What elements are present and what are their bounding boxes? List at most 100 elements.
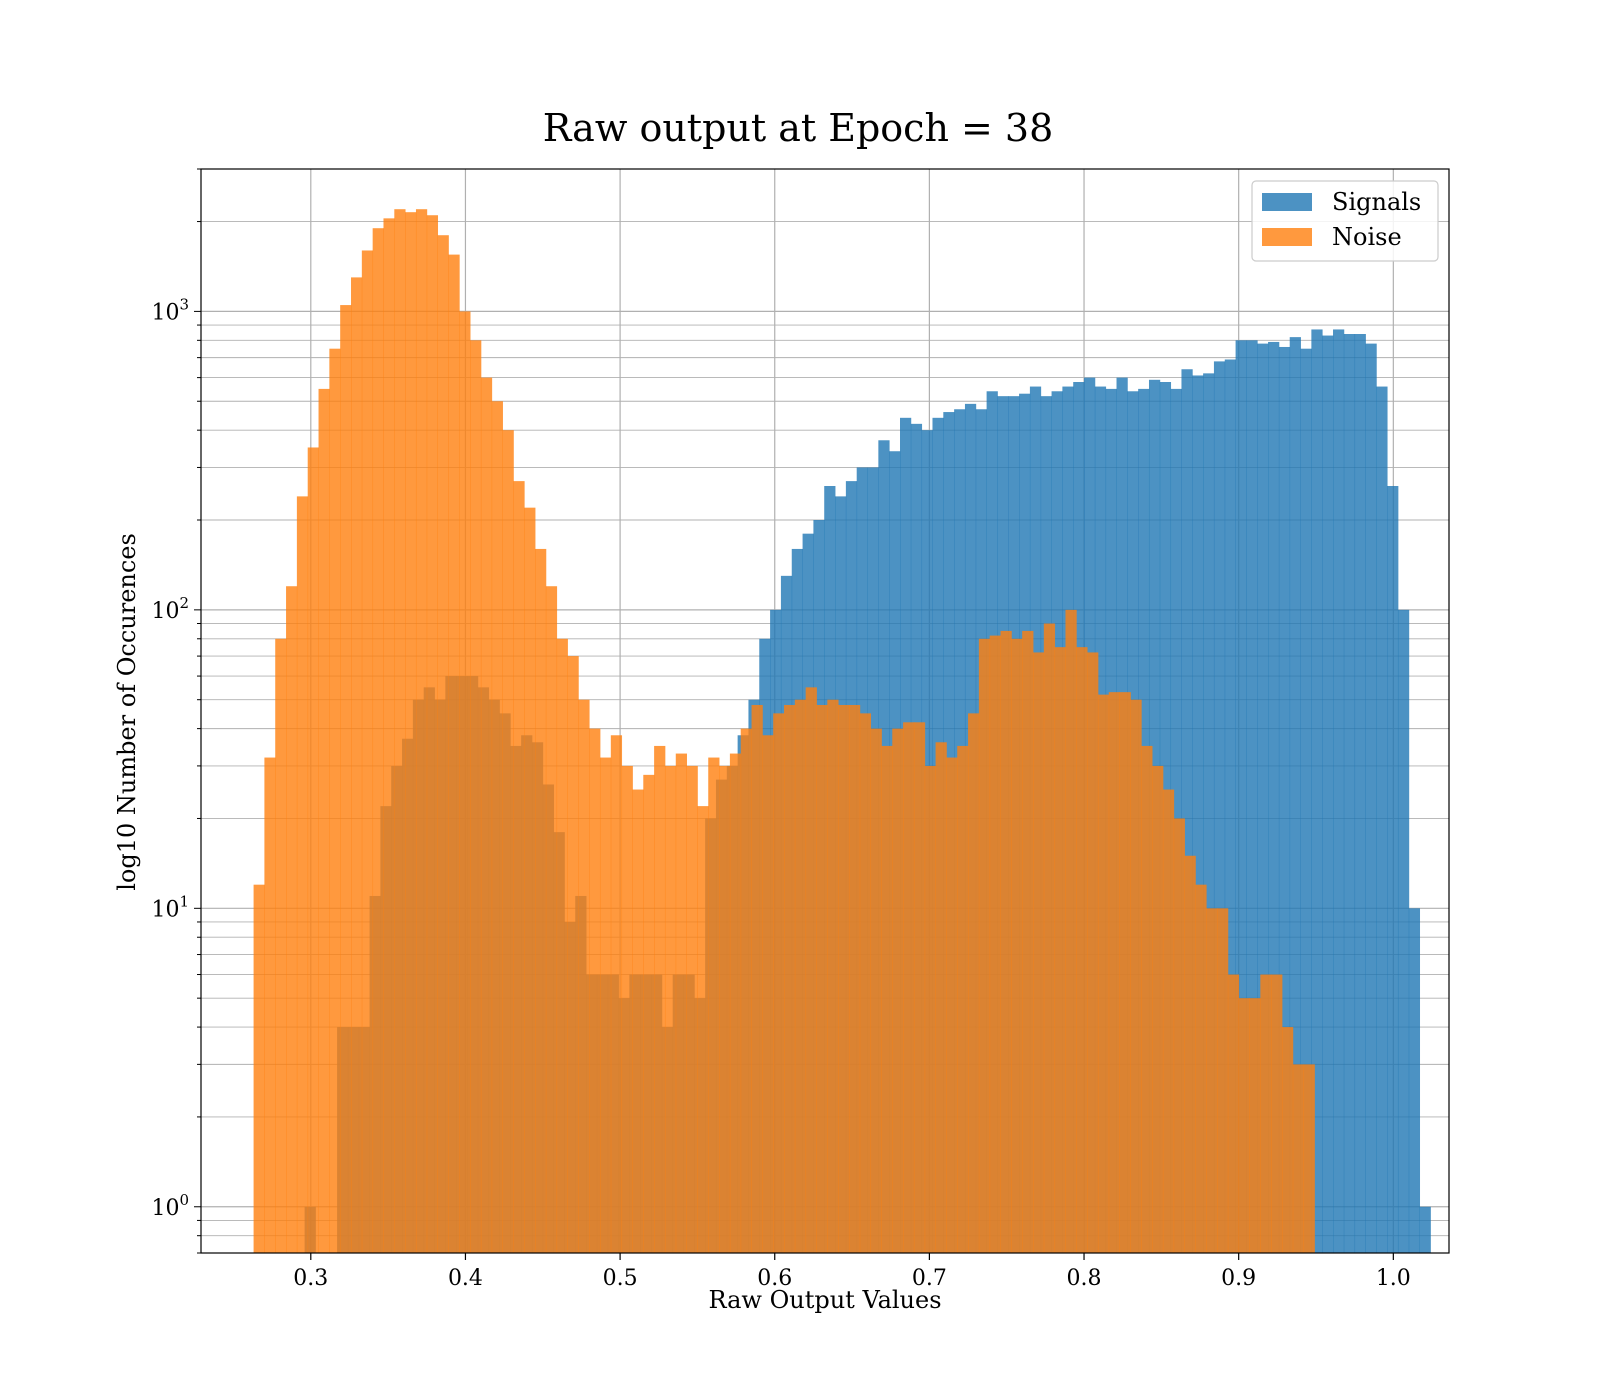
histogram-bar — [426, 215, 439, 1254]
histogram-bar — [599, 757, 612, 1253]
histogram-bar — [1065, 609, 1077, 1253]
histogram-bar — [1224, 359, 1236, 1253]
histogram-bar — [794, 699, 807, 1253]
histogram-bar — [1022, 630, 1034, 1253]
histogram-bar — [805, 687, 817, 1253]
histogram-bar — [957, 745, 969, 1253]
series-noise — [253, 209, 1315, 1254]
histogram-bar — [1354, 333, 1366, 1253]
histogram-bar — [1152, 765, 1164, 1253]
histogram-bar — [545, 586, 558, 1253]
histogram-bars — [253, 209, 1431, 1254]
histogram-bar — [1213, 361, 1226, 1254]
histogram-bar — [729, 753, 742, 1253]
histogram-bar — [1203, 373, 1215, 1253]
histogram-bar — [654, 745, 666, 1253]
histogram-bar — [848, 704, 861, 1253]
histogram-bar — [903, 722, 915, 1253]
histogram-bar — [1173, 818, 1185, 1253]
histogram-bar — [1119, 692, 1131, 1253]
histogram-bar — [1033, 652, 1045, 1253]
histogram-bar — [784, 704, 796, 1253]
histogram-bar — [264, 757, 276, 1253]
histogram-bar — [1322, 335, 1334, 1253]
histogram-bar — [870, 728, 882, 1253]
histogram-bar — [1000, 630, 1012, 1253]
histogram-bar — [556, 638, 568, 1253]
axes-frame — [200, 168, 1450, 1254]
histogram-bar — [664, 765, 677, 1253]
histogram-bar — [1181, 369, 1193, 1254]
histogram-bar — [1249, 998, 1261, 1253]
histogram-bar — [1281, 1027, 1294, 1253]
histogram-bar — [296, 496, 309, 1253]
histogram-bar — [697, 806, 709, 1253]
x-tick-label: 0.3 — [293, 1266, 328, 1291]
histogram-bar — [1278, 346, 1291, 1253]
histogram-bar — [480, 377, 493, 1254]
y-tick-label: 101 — [151, 892, 189, 922]
histogram-bar — [1043, 623, 1056, 1253]
x-tick-label: 0.4 — [448, 1266, 483, 1291]
histogram-bar — [1246, 340, 1258, 1253]
x-tick-label: 0.7 — [912, 1266, 947, 1291]
histogram-bar — [578, 699, 590, 1253]
histogram-bar — [1419, 1206, 1431, 1253]
histogram-bar — [1260, 974, 1272, 1253]
chart-title: Raw output at Epoch = 38 — [543, 106, 1054, 150]
histogram-bar — [1292, 1064, 1305, 1253]
histogram-bar — [459, 311, 471, 1254]
histogram-bar — [1268, 341, 1280, 1254]
legend-swatch-signals — [1262, 193, 1312, 211]
histogram-bar — [751, 704, 763, 1253]
histogram-bar — [881, 745, 893, 1253]
histogram-bar — [405, 212, 417, 1253]
histogram-bar — [415, 209, 428, 1253]
histogram-bar — [1195, 884, 1207, 1253]
histogram-bar — [502, 430, 514, 1254]
histogram-bar — [286, 586, 298, 1253]
histogram-bar — [643, 774, 655, 1253]
histogram-bar — [589, 728, 601, 1253]
histogram-bar — [1271, 974, 1283, 1253]
histogram-bar — [892, 728, 904, 1253]
histogram-bar — [1397, 609, 1410, 1253]
x-tick-label: 0.6 — [757, 1266, 792, 1291]
histogram-bar — [632, 789, 644, 1253]
histogram-bar — [1141, 745, 1153, 1253]
histogram-bar — [1408, 908, 1421, 1253]
histogram-bar — [1227, 974, 1240, 1253]
histogram-bar — [1054, 647, 1066, 1253]
histogram-bar — [762, 735, 774, 1253]
histogram-bar — [448, 254, 460, 1254]
legend: Signals Noise — [1251, 180, 1439, 262]
histogram-bar — [1289, 337, 1301, 1253]
histogram-bar — [351, 277, 363, 1253]
histogram-bar — [524, 507, 536, 1254]
histogram-bar — [935, 742, 947, 1253]
histogram-bar — [1130, 699, 1142, 1253]
histogram-bar — [968, 713, 980, 1253]
y-tick-label: 100 — [151, 1191, 189, 1221]
histogram-bar — [361, 250, 374, 1253]
histogram-bar — [1097, 694, 1110, 1253]
histogram-bar — [1087, 652, 1099, 1253]
x-tick-label: 0.5 — [603, 1266, 638, 1291]
histogram-bar — [1206, 908, 1218, 1253]
histogram-bar — [383, 218, 395, 1253]
histogram-bar — [1184, 855, 1196, 1253]
histogram-bar — [1238, 998, 1250, 1253]
histogram-bar — [675, 753, 687, 1253]
histogram-bar — [1011, 638, 1023, 1253]
histogram-bar — [621, 765, 633, 1253]
histogram-bar — [838, 704, 850, 1253]
histogram-bar — [275, 638, 287, 1253]
histogram-bar — [989, 635, 1001, 1253]
histogram-bar — [1311, 329, 1323, 1253]
histogram-bar — [859, 713, 872, 1253]
x-tick-label: 0.8 — [1067, 1266, 1102, 1291]
histogram-bar — [470, 340, 482, 1253]
y-tick-label: 102 — [151, 594, 189, 624]
histogram-bar — [1343, 333, 1356, 1253]
